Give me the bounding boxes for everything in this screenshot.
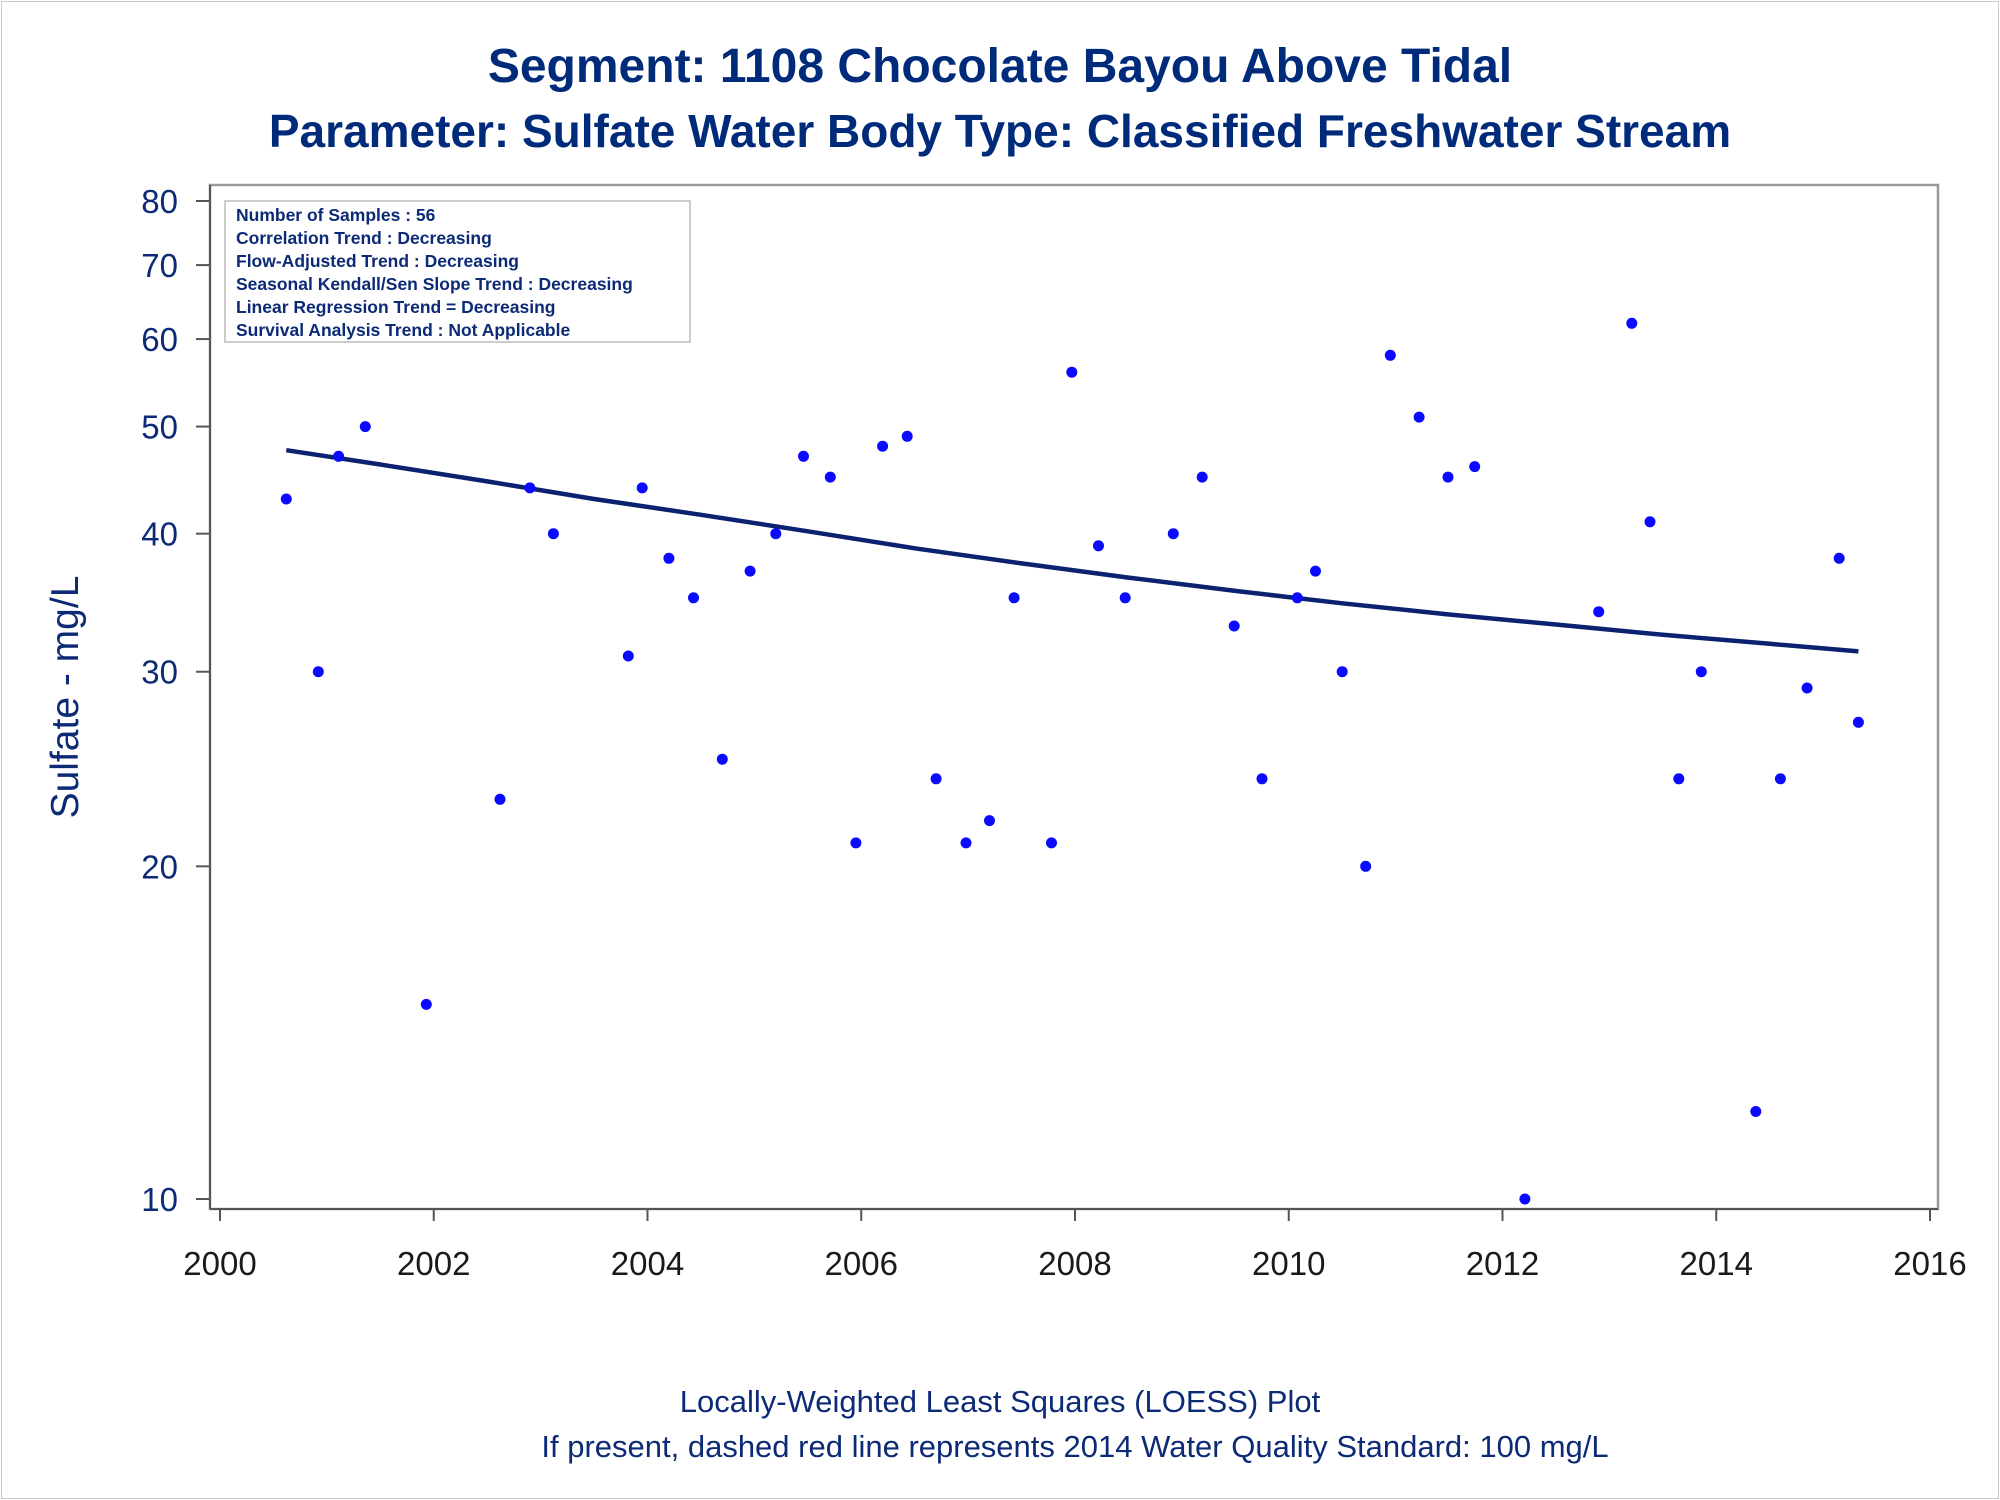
data-point (280, 493, 292, 505)
y-tick-label: 40 (141, 516, 178, 553)
data-point (1469, 461, 1481, 473)
data-point (901, 430, 913, 442)
inset-line-flow-adjusted: Flow-Adjusted Trend : Decreasing (236, 251, 519, 271)
data-point (824, 471, 836, 483)
data-points (280, 201, 1864, 1205)
x-tick-label: 2012 (1466, 1245, 1539, 1282)
data-point (1119, 592, 1131, 604)
data-point (1695, 666, 1707, 678)
x-axis-ticks: 2000 2002 2004 2006 2008 2010 2012 2014 2016 (183, 1209, 1967, 1282)
data-point (1196, 471, 1208, 483)
footnote-loess: Locally-Weighted Least Squares (LOESS) P… (680, 1384, 1321, 1419)
data-point (930, 773, 942, 785)
data-point (688, 592, 699, 604)
data-point (1167, 528, 1179, 540)
data-point (1442, 471, 1454, 483)
data-point (524, 482, 536, 494)
y-tick-label: 50 (141, 409, 178, 446)
data-point (1750, 1106, 1762, 1117)
data-point (1093, 540, 1104, 552)
y-tick-label: 30 (141, 654, 178, 691)
chart-subtitle: Parameter: Sulfate Water Body Type: Clas… (269, 105, 1731, 157)
data-point (1673, 773, 1685, 785)
x-tick-label: 2002 (397, 1245, 470, 1282)
data-point (1291, 592, 1303, 604)
y-tick-label: 70 (141, 247, 178, 284)
data-point (663, 552, 675, 564)
x-tick-label: 2014 (1680, 1245, 1753, 1282)
y-tick-label: 80 (141, 183, 178, 220)
data-point (1413, 411, 1425, 423)
data-point (1519, 1193, 1531, 1205)
y-tick-label: 20 (141, 848, 178, 885)
x-tick-label: 2004 (611, 1245, 684, 1282)
inset-line-survival: Survival Analysis Trend : Not Applicable (236, 320, 570, 340)
data-point (1774, 773, 1786, 785)
data-point (333, 450, 345, 462)
data-point (1336, 666, 1348, 678)
data-point (984, 815, 995, 827)
stats-inset-box (224, 200, 691, 343)
data-point (1360, 860, 1372, 872)
data-point (1801, 682, 1813, 694)
data-point (1852, 716, 1864, 728)
data-point (1626, 317, 1638, 329)
data-point (622, 650, 634, 662)
data-point (798, 450, 809, 462)
data-point (960, 837, 972, 849)
data-point (744, 565, 756, 577)
inset-line-samples: Number of Samples : 56 (236, 205, 436, 225)
y-axis-label: Sulfate - mg/L (44, 576, 87, 819)
inset-line-correlation: Correlation Trend : Decreasing (236, 228, 492, 248)
data-point (359, 421, 371, 433)
data-point (1066, 366, 1078, 378)
inset-line-linear-regression: Linear Regression Trend = Decreasing (236, 297, 556, 317)
data-point (1228, 620, 1240, 632)
data-point (1384, 349, 1396, 361)
data-point (877, 440, 889, 452)
inset-line-seasonal-kendall: Seasonal Kendall/Sen Slope Trend : Decre… (236, 274, 633, 294)
data-point (850, 837, 862, 849)
footnote-standard: If present, dashed red line represents 2… (541, 1429, 1608, 1464)
data-point (1593, 606, 1605, 618)
loess-trend-line (285, 447, 1859, 654)
data-point (547, 528, 559, 540)
data-point (1310, 565, 1321, 577)
data-point (770, 528, 782, 540)
data-point (1644, 516, 1656, 528)
data-point (1256, 773, 1268, 785)
data-point (716, 753, 728, 765)
data-point (1833, 552, 1845, 564)
y-tick-label: 10 (141, 1181, 178, 1218)
data-point (494, 793, 506, 805)
x-tick-label: 2006 (825, 1245, 898, 1282)
stats-inset: Number of Samples : 56 Correlation Trend… (224, 200, 691, 343)
y-axis-ticks: 10 20 30 40 50 60 70 80 (141, 183, 210, 1218)
x-tick-label: 2000 (183, 1245, 256, 1282)
x-tick-label: 2008 (1038, 1245, 1111, 1282)
data-point (312, 666, 324, 678)
data-point (1008, 592, 1020, 604)
chart-title: Segment: 1108 Chocolate Bayou Above Tida… (488, 40, 1512, 93)
x-tick-label: 2016 (1893, 1245, 1966, 1282)
y-tick-label: 60 (141, 321, 178, 358)
x-tick-label: 2010 (1252, 1245, 1325, 1282)
data-point (1046, 837, 1057, 849)
data-point (636, 482, 648, 494)
data-point (420, 998, 432, 1010)
